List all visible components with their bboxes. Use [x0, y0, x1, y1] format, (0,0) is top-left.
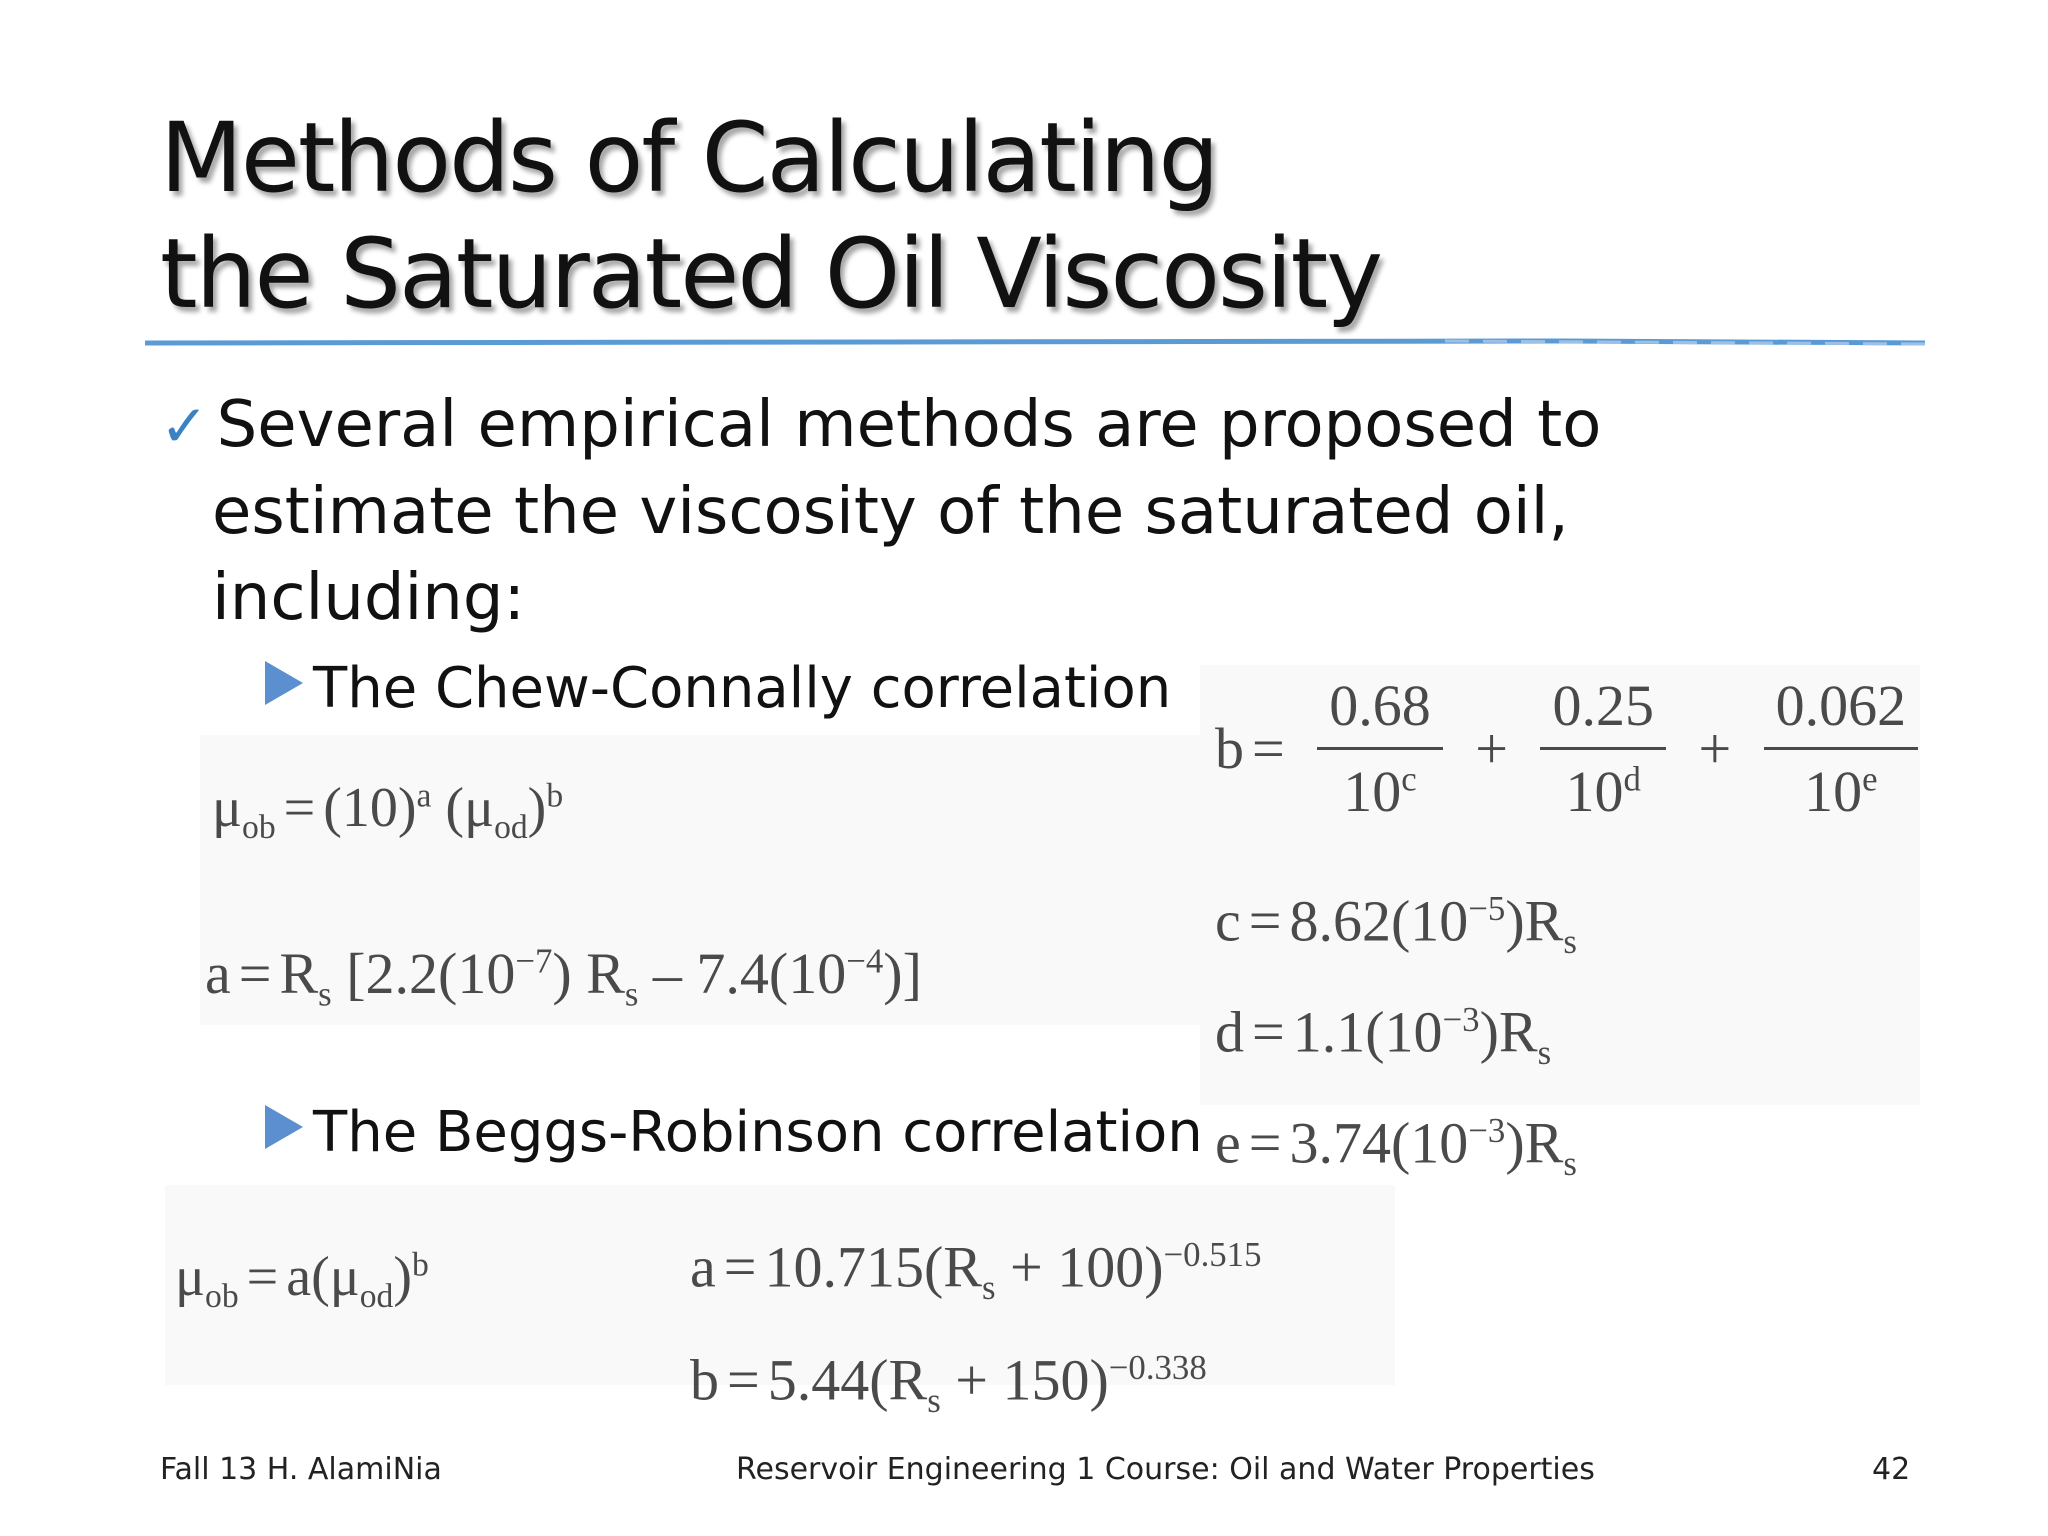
- equation-panel-left: [200, 735, 1240, 1025]
- equation-panel-bottom: [165, 1185, 1395, 1385]
- sub-bullet-chew-connally: The Chew-Connally correlation: [265, 656, 1171, 721]
- bullet-line-1: Several empirical methods are proposed t…: [216, 388, 1602, 462]
- equation-b-chew: b = 0.68 10c + 0.25 10d + 0.062 10e: [1215, 672, 1928, 825]
- equations-cde: c = 8.62(10−5)Rs d = 1.1(10−3)Rs e = 3.74(10−3…: [1215, 870, 1577, 1203]
- checkmark-icon: ✓: [160, 392, 209, 460]
- title-divider: [145, 338, 1925, 346]
- equations-beggs-ab: a = 10.715(Rs + 100)−0.515 b = 5.44(Rs + 150…: [690, 1215, 1261, 1441]
- equation-b-beggs: b = 5.44(Rs + 150)−0.338: [690, 1347, 1207, 1420]
- equation-d: d = 1.1(10−3)Rs: [1215, 999, 1552, 1072]
- title-line-2: the Saturated Oil Viscosity: [160, 218, 1383, 330]
- fraction-e: 0.062 10e: [1763, 672, 1919, 825]
- bullet-line-3: including:: [212, 561, 526, 635]
- fraction-c: 0.68 10c: [1317, 672, 1443, 825]
- equation-panel-right: [1200, 665, 1920, 1105]
- fraction-d: 0.25 10d: [1540, 672, 1666, 825]
- main-bullet: ✓ Several empirical methods are proposed …: [160, 382, 1680, 641]
- arrow-bullet-icon: [265, 661, 303, 705]
- bullet-line-2: estimate the viscosity of the saturated …: [212, 475, 1569, 549]
- footer-course: Reservoir Engineering 1 Course: Oil and …: [736, 1452, 1595, 1487]
- footer-page-number: 42: [1872, 1452, 1911, 1487]
- title-line-1: Methods of Calculating: [160, 102, 1219, 214]
- equation-a-chew: a = Rs [2.2(10−7) Rs – 7.4(10−4)]: [205, 941, 922, 1014]
- arrow-bullet-icon: [265, 1105, 303, 1149]
- equation-e: e = 3.74(10−3)Rs: [1215, 1110, 1577, 1183]
- equation-a-beggs: a = 10.715(Rs + 100)−0.515: [690, 1234, 1262, 1307]
- equation-mu-ob-chew: μob = (10)a (μod)b: [212, 777, 564, 847]
- sub-bullet-2-label: The Beggs-Robinson correlation: [313, 1100, 1203, 1165]
- footer-author: Fall 13 H. AlamiNia: [160, 1452, 442, 1487]
- sub-bullet-1-label: The Chew-Connally correlation: [313, 656, 1172, 721]
- sub-bullet-beggs-robinson: The Beggs-Robinson correlation: [265, 1100, 1203, 1165]
- equation-mu-ob-beggs: μob = a(μod)b: [175, 1246, 429, 1316]
- equation-c: c = 8.62(10−5)Rs: [1215, 888, 1577, 961]
- slide-title: Methods of Calculating the Saturated Oil…: [160, 100, 1760, 332]
